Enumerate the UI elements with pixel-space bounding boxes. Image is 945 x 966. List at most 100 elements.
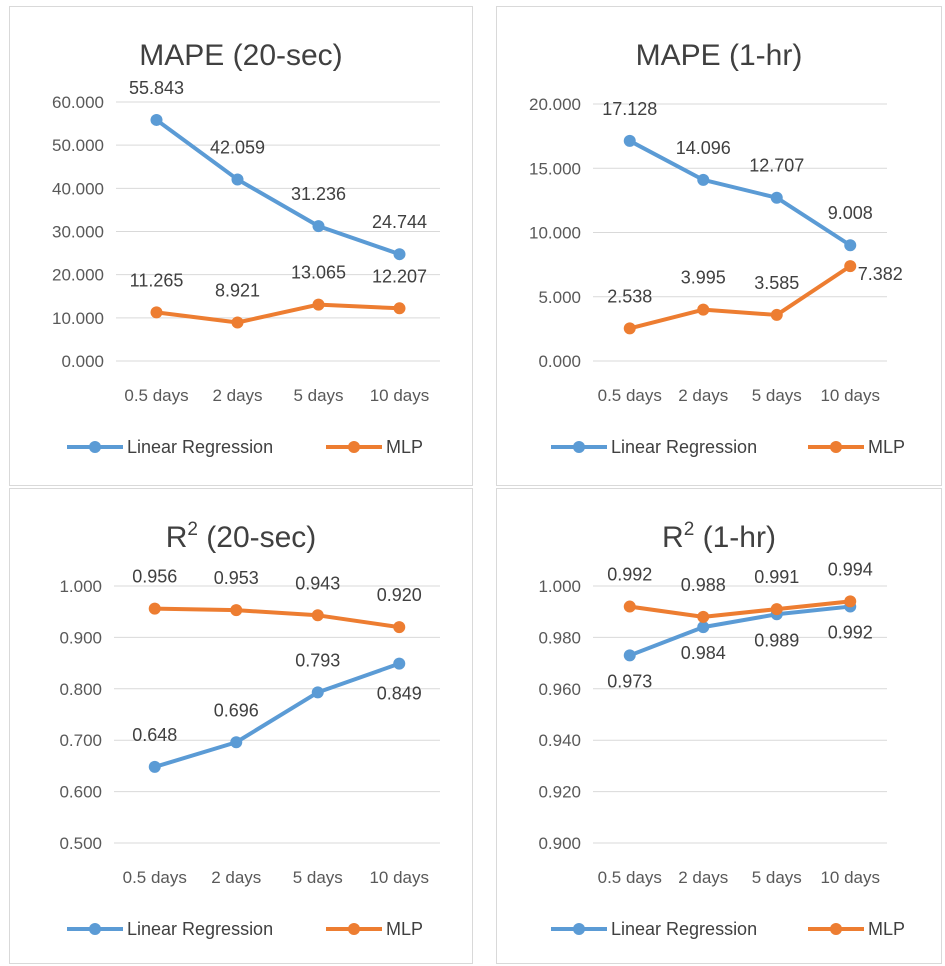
data-point-linear [697, 173, 710, 186]
series-line-linear [152, 661, 402, 769]
series-line-linear [154, 117, 402, 257]
data-label-mlp: 0.953 [214, 568, 259, 588]
legend-label-mlp: MLP [868, 919, 905, 939]
data-label-linear: 31.236 [291, 184, 346, 204]
chart-mape-1hr: MAPE (1-hr) 0.000 5.000 10.000 15.000 20.000 0… [529, 39, 905, 457]
series-line-mlp [627, 264, 853, 331]
data-point-linear [311, 686, 324, 699]
series-line-mlp [152, 606, 402, 630]
chart-panel-mape-20sec: MAPE (20-sec) 0.000 10.000 20.000 30.000 40.0… [9, 6, 473, 486]
y-tick-label: 30.000 [52, 223, 104, 242]
data-label-linear: 0.849 [377, 684, 422, 704]
legend-label-linear: Linear Regression [127, 919, 273, 939]
y-tick-label: 50.000 [52, 136, 104, 155]
legend-marker-mlp [348, 441, 360, 453]
data-label-linear: 17.128 [602, 99, 657, 119]
y-tick-label: 0.700 [59, 731, 102, 750]
data-point-linear [770, 191, 783, 204]
data-point-linear [393, 657, 406, 670]
y-tick-label: 20.000 [52, 266, 104, 285]
data-point-mlp [697, 610, 710, 623]
data-point-linear [231, 173, 244, 186]
x-tick-label: 2 days [678, 868, 728, 887]
y-tick-label: 0.980 [538, 628, 581, 647]
chart-panel-r2-1hr: R2 (1-hr) 0.900 0.920 0.940 0.960 0.980 1.000 0… [496, 488, 942, 964]
chart-mape-20sec: MAPE (20-sec) 0.000 10.000 20.000 30.000 40.0… [52, 39, 440, 457]
data-label-linear: 0.696 [214, 700, 259, 720]
series-line-linear [627, 604, 853, 658]
data-point-linear [623, 134, 636, 147]
data-label-mlp: 12.207 [372, 266, 427, 286]
data-point-mlp [150, 306, 163, 319]
data-point-mlp [770, 603, 783, 616]
data-label-mlp: 0.920 [377, 585, 422, 605]
legend-label-mlp: MLP [386, 919, 423, 939]
chart-title: MAPE (20-sec) [139, 39, 342, 72]
data-point-linear [844, 239, 857, 252]
data-label-mlp: 3.585 [754, 273, 799, 293]
data-point-mlp [844, 595, 857, 608]
data-label-linear: 12.707 [749, 156, 804, 176]
data-point-mlp [623, 322, 636, 335]
data-label-mlp: 0.956 [132, 567, 177, 587]
y-tick-label: 1.000 [538, 577, 581, 596]
y-tick-label: 5.000 [538, 288, 581, 307]
data-label-mlp: 0.943 [295, 573, 340, 593]
chart-title: MAPE (1-hr) [636, 39, 803, 72]
data-point-linear [623, 649, 636, 662]
series-line-mlp [627, 599, 853, 619]
data-label-mlp: 3.995 [681, 268, 726, 288]
y-tick-label: 0.900 [59, 628, 102, 647]
data-point-linear [312, 220, 325, 233]
data-point-mlp [623, 600, 636, 613]
data-label-linear: 0.648 [132, 725, 177, 745]
x-tick-label: 5 days [752, 386, 802, 405]
legend-label-linear: Linear Regression [611, 919, 757, 939]
data-label-mlp: 11.265 [130, 270, 184, 290]
y-tick-label: 10.000 [529, 224, 581, 243]
series-line-mlp [154, 302, 402, 325]
x-tick-label: 2 days [678, 386, 728, 405]
data-point-mlp [770, 308, 783, 321]
x-tick-label: 10 days [369, 868, 429, 887]
x-tick-label: 10 days [820, 868, 880, 887]
data-point-mlp [697, 303, 710, 316]
data-label-linear: 0.992 [828, 623, 873, 643]
x-tick-label: 2 days [211, 868, 261, 887]
data-point-mlp [230, 604, 243, 617]
x-tick-label: 2 days [212, 386, 262, 405]
legend-marker-mlp [830, 441, 842, 453]
data-point-mlp [393, 621, 406, 634]
data-point-linear [150, 113, 163, 126]
x-tick-label: 0.5 days [598, 868, 662, 887]
x-tick-label: 5 days [293, 868, 343, 887]
y-tick-label: 20.000 [529, 95, 581, 114]
x-tick-label: 0.5 days [123, 868, 187, 887]
x-tick-label: 0.5 days [598, 386, 662, 405]
y-tick-label: 0.920 [538, 783, 581, 802]
data-label-linear: 24.744 [372, 212, 427, 232]
x-tick-label: 5 days [752, 868, 802, 887]
chart-panel-r2-20sec: R2 (20-sec) 0.500 0.600 0.700 0.800 0.900 1.00… [9, 488, 473, 964]
data-point-linear [148, 760, 161, 773]
data-point-mlp [844, 260, 857, 273]
legend-label-mlp: MLP [386, 437, 423, 457]
series-line-linear [627, 138, 853, 248]
data-point-mlp [148, 602, 161, 615]
y-tick-label: 40.000 [52, 179, 104, 198]
legend-marker-linear [573, 923, 585, 935]
data-label-linear: 0.984 [681, 643, 726, 663]
data-label-linear: 55.843 [129, 78, 184, 98]
legend-marker-mlp [830, 923, 842, 935]
chart-panel-mape-1hr: MAPE (1-hr) 0.000 5.000 10.000 15.000 20.000 0… [496, 6, 942, 486]
data-point-mlp [312, 298, 325, 311]
data-label-mlp: 7.382 [858, 264, 903, 284]
legend-marker-linear [89, 441, 101, 453]
chart-title: R2 (1-hr) [662, 519, 776, 554]
data-label-mlp: 0.991 [754, 567, 799, 587]
legend-marker-linear [573, 441, 585, 453]
legend-label-linear: Linear Regression [611, 437, 757, 457]
x-tick-label: 5 days [293, 386, 343, 405]
x-tick-label: 10 days [820, 386, 880, 405]
data-point-mlp [231, 316, 244, 329]
